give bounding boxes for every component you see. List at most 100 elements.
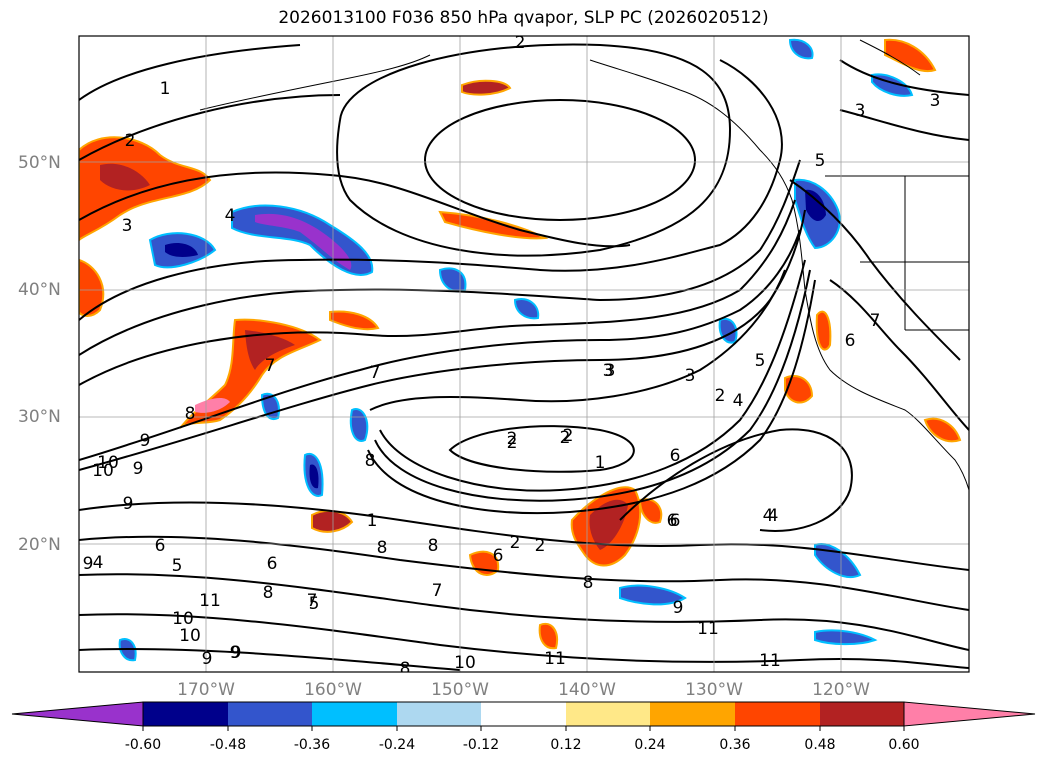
colorbar-tick-label: -0.60 [124, 737, 162, 753]
contour-label: 8 [263, 583, 274, 603]
contour-label: 2 [507, 433, 518, 453]
graticule [79, 36, 969, 672]
contour-label: 11 [199, 591, 221, 611]
colorbar [11, 701, 1036, 731]
contour-label: 7 [870, 311, 881, 331]
contour-label: 2 [125, 131, 136, 151]
contour-label: 9 [673, 598, 684, 618]
contour-label: 11 [697, 619, 719, 639]
colorbar-outline [142, 701, 905, 727]
contour-label: 7 [307, 591, 318, 611]
contour-label: 8 [377, 538, 388, 558]
contour-label: 9 [140, 431, 151, 451]
contour-label: 4 [93, 553, 104, 573]
colorbar-segment [735, 702, 820, 726]
lon-label-170w: 170°W [177, 680, 235, 700]
contour-label: 5 [309, 594, 320, 614]
lat-label-50n: 50°N [18, 153, 61, 173]
contour-label: 11 [759, 651, 781, 671]
contour-label: 4 [768, 506, 779, 526]
colorbar-segment [228, 702, 312, 726]
contour-label: 6 [267, 554, 278, 574]
lat-label-30n: 30°N [18, 407, 61, 427]
colorbar-tick-label: 0.36 [719, 737, 751, 753]
colorbar-tick-label: -0.36 [293, 737, 331, 753]
colorbar-segment [650, 702, 735, 726]
contour-label: 6 [155, 536, 166, 556]
contour-label: 6 [667, 511, 678, 531]
contour-label: 1 [595, 453, 606, 473]
contour-label: 9 [202, 649, 213, 669]
colorbar-tick-label: 0.60 [888, 737, 920, 753]
contour-label: 4 [225, 206, 236, 226]
contour-label: 8 [365, 451, 376, 471]
contour-label: 11 [544, 649, 566, 669]
contour-label: 8 [583, 573, 594, 593]
contour-label: 9 [230, 643, 241, 663]
contour-label: 4 [733, 391, 744, 411]
colorbar-segment [143, 702, 228, 726]
slp-contours [79, 43, 969, 671]
contour-label: 5 [815, 151, 826, 171]
lon-label-150w: 150°W [431, 680, 489, 700]
plot-title: 2026013100 F036 850 hPa qvapor, SLP PC (… [278, 8, 769, 28]
contour-label: 2 [507, 429, 518, 449]
contour-label: 6 [845, 331, 856, 351]
lon-label-140w: 140°W [558, 680, 616, 700]
contour-label: 3 [605, 361, 616, 381]
colorbar-tick-label: -0.12 [462, 737, 500, 753]
contour-label: 6 [493, 546, 504, 566]
contour-label: 5 [755, 351, 766, 371]
contour-label: 6 [670, 511, 681, 531]
contour-label: 4 [763, 506, 774, 526]
contour-label: 7 [265, 356, 276, 376]
colorbar-tick-label: 0.48 [804, 737, 836, 753]
contour-label: 8 [428, 536, 439, 556]
contour-label: 9 [83, 554, 94, 574]
contour-label: 8 [400, 659, 411, 679]
lon-label-120w: 120°W [812, 680, 870, 700]
contour-label: 1 [367, 511, 378, 531]
colorbar-segment [312, 702, 397, 726]
contour-label: 3 [122, 216, 133, 236]
contour-label: 9 [123, 494, 134, 514]
colorbar-extend-min [11, 701, 144, 727]
colorbar-extend-max [903, 701, 1036, 727]
contour-label: 10 [179, 626, 201, 646]
contour-label: 2 [563, 426, 574, 446]
contour-label: 3 [603, 361, 614, 381]
contour-label: 3 [855, 101, 866, 121]
contour-label: 10 [97, 453, 119, 473]
colorbar-segment [820, 702, 904, 726]
lon-label-130w: 130°W [685, 680, 743, 700]
colorbar-tick-label: 0.12 [550, 737, 582, 753]
contour-label: 9 [133, 459, 144, 479]
colorbar-segment [397, 702, 481, 726]
contour-label: 2 [515, 33, 526, 53]
contour-label: 7 [370, 363, 381, 383]
contour-label: 7 [432, 581, 443, 601]
lat-label-20n: 20°N [18, 535, 61, 555]
lon-label-160w: 160°W [304, 680, 362, 700]
colorbar-tick-label: -0.48 [209, 737, 247, 753]
contour-label: 2 [510, 533, 521, 553]
contour-label: 3 [930, 91, 941, 111]
map-frame [78, 35, 970, 673]
colorbar-segment [481, 702, 566, 726]
contour-label: 10 [92, 461, 114, 481]
colorbar-tick-label: -0.24 [378, 737, 416, 753]
contour-label: 9 [231, 643, 242, 663]
lat-label-40n: 40°N [18, 280, 61, 300]
contour-label: 10 [454, 653, 476, 673]
contour-label: 2 [715, 386, 726, 406]
contour-label: 8 [185, 404, 196, 424]
contour-label: 3 [685, 366, 696, 386]
contour-label: 5 [172, 556, 183, 576]
contour-label: 2 [560, 428, 571, 448]
colorbar-tick-label: 0.24 [634, 737, 666, 753]
contour-label: 2 [535, 536, 546, 556]
colorbar-segment [566, 702, 650, 726]
